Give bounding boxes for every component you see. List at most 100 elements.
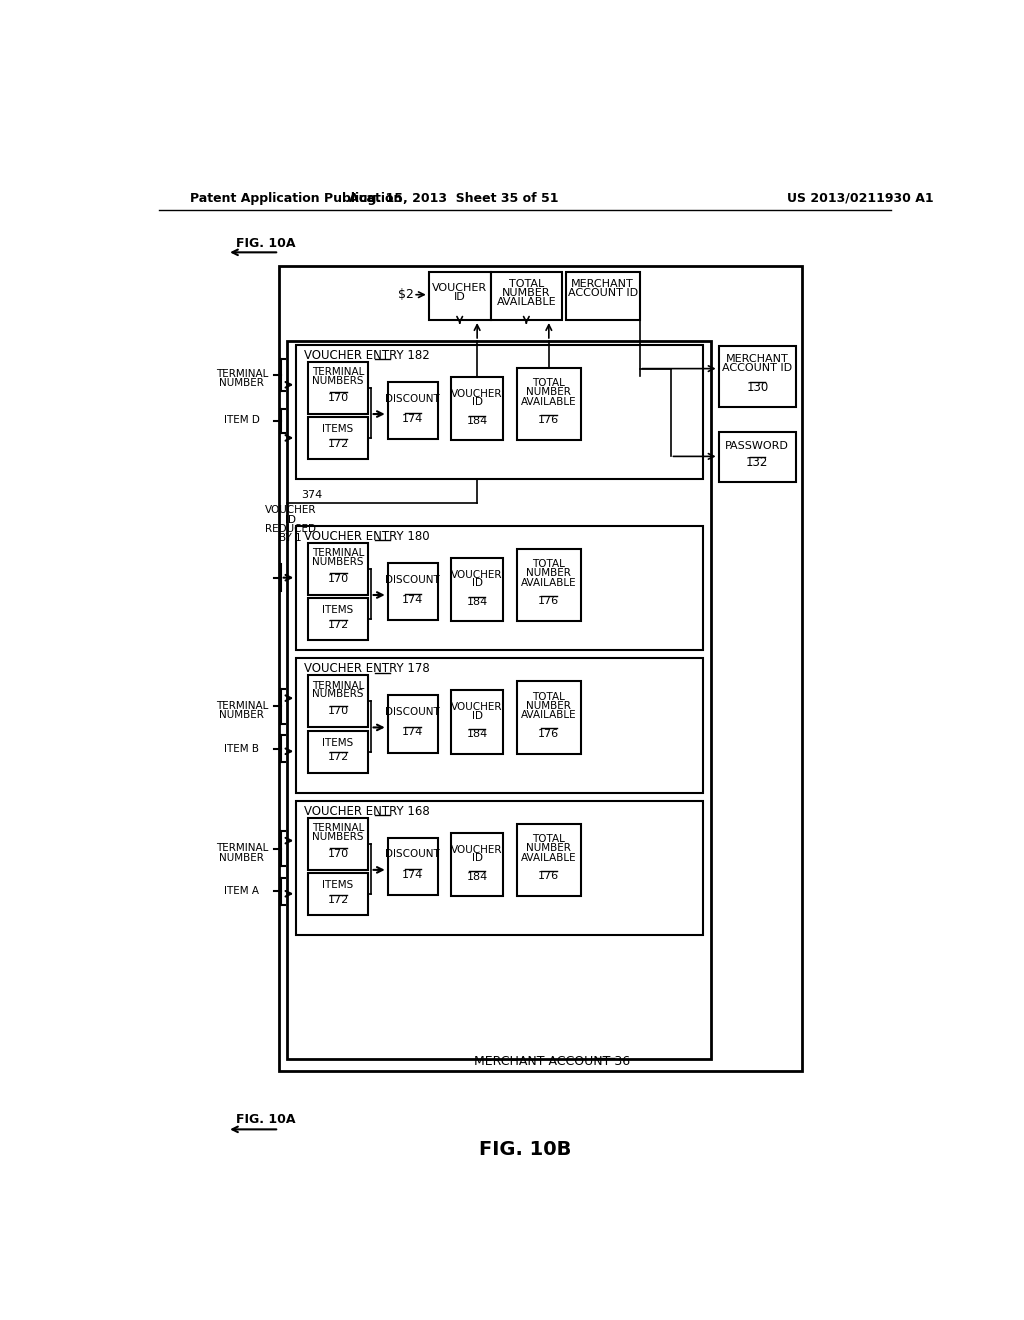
Text: 172: 172 [328,895,348,906]
Text: AVAILABLE: AVAILABLE [521,710,577,721]
Text: ID: ID [454,292,466,302]
Bar [517,681,581,754]
Text: AVAILABLE: AVAILABLE [521,578,577,587]
Text: 174: 174 [402,727,424,737]
Text: FIG. 10B: FIG. 10B [478,1140,571,1159]
Text: VOUCHER: VOUCHER [452,570,503,579]
Text: NUMBER: NUMBER [526,569,571,578]
Bar [490,272,562,321]
Text: ITEMS: ITEMS [323,425,353,434]
Text: VOUCHER: VOUCHER [432,282,487,293]
Text: 172: 172 [328,620,348,630]
Text: VOUCHER: VOUCHER [452,845,503,855]
Text: DISCOUNT: DISCOUNT [385,708,440,717]
Text: AVAILABLE: AVAILABLE [497,297,556,308]
Bar [308,598,369,640]
Text: 176: 176 [539,416,559,425]
Text: 174: 174 [402,413,424,424]
Text: 184: 184 [467,730,487,739]
Text: FIG. 10A: FIG. 10A [237,236,296,249]
Text: NUMBER: NUMBER [502,288,551,298]
Bar [517,824,581,896]
Text: ID: ID [472,711,482,721]
Bar [429,272,490,321]
Text: 184: 184 [467,871,487,882]
Text: TERMINAL: TERMINAL [216,843,268,853]
Text: VOUCHER ENTRY 180: VOUCHER ENTRY 180 [304,529,429,543]
Text: NUMBER: NUMBER [526,388,571,397]
Text: NUMBER: NUMBER [526,843,571,853]
Bar [308,873,369,915]
Bar [296,659,703,793]
Text: 174: 174 [402,594,424,605]
Text: VOUCHER ENTRY 178: VOUCHER ENTRY 178 [304,663,430,676]
Text: AVAILABLE: AVAILABLE [521,853,577,862]
Text: MERCHANT ACCOUNT 36: MERCHANT ACCOUNT 36 [474,1055,631,1068]
Text: ACCOUNT ID: ACCOUNT ID [567,288,638,298]
Bar [308,543,369,595]
Text: 176: 176 [539,871,559,880]
Text: $2: $2 [397,288,414,301]
Bar [388,381,438,440]
Bar [566,272,640,321]
Text: TOTAL: TOTAL [532,692,565,702]
Text: NUMBER: NUMBER [219,710,264,721]
Text: 184: 184 [467,416,487,426]
Bar [452,378,503,441]
Text: VOUCHER: VOUCHER [452,389,503,399]
Bar [452,690,503,754]
Text: MERCHANT: MERCHANT [571,279,634,289]
Text: TERMINAL: TERMINAL [312,367,365,378]
Text: 184: 184 [467,597,487,607]
Text: NUMBERS: NUMBERS [312,557,364,566]
Text: ID: ID [472,397,482,408]
Text: TERMINAL: TERMINAL [312,681,365,690]
Bar [287,341,711,1059]
Text: 170: 170 [328,574,348,583]
Text: ID: ID [472,853,482,863]
Bar [308,675,369,727]
Bar [517,549,581,622]
Text: 374: 374 [302,490,323,500]
Text: TOTAL: TOTAL [532,834,565,843]
Text: ITEM B: ITEM B [224,744,259,754]
Bar [296,345,703,479]
Text: ITEMS: ITEMS [323,606,353,615]
Text: NUMBER: NUMBER [526,701,571,711]
Text: 172: 172 [328,752,348,763]
Text: VOUCHER: VOUCHER [452,702,503,713]
Text: NUMBER: NUMBER [219,853,264,862]
Text: DISCOUNT: DISCOUNT [385,574,440,585]
Text: 172: 172 [328,440,348,449]
Text: NUMBER: NUMBER [219,379,264,388]
Bar [388,562,438,620]
Text: FIG. 10A: FIG. 10A [237,1113,296,1126]
Text: TERMINAL: TERMINAL [312,548,365,558]
Text: 174: 174 [402,870,424,879]
Bar [308,730,369,774]
Text: TERMINAL: TERMINAL [216,370,268,379]
Text: VOUCHER: VOUCHER [265,506,316,515]
Bar [388,838,438,895]
Text: VOUCHER ENTRY 168: VOUCHER ENTRY 168 [304,805,430,818]
Bar [388,696,438,752]
Bar [308,417,369,459]
Text: ITEM A: ITEM A [224,887,259,896]
Text: 176: 176 [539,597,559,606]
Bar [452,558,503,622]
Text: TERMINAL: TERMINAL [312,824,365,833]
Text: TOTAL: TOTAL [532,379,565,388]
Text: DISCOUNT: DISCOUNT [385,393,440,404]
Text: Patent Application Publication: Patent Application Publication [190,191,402,205]
Text: 170: 170 [328,849,348,859]
Text: DISCOUNT: DISCOUNT [385,850,440,859]
Bar [308,817,369,870]
Bar [719,346,796,407]
Text: TOTAL: TOTAL [532,560,565,569]
Text: 130: 130 [746,380,768,393]
Text: 170: 170 [328,393,348,403]
Text: US 2013/0211930 A1: US 2013/0211930 A1 [786,191,933,205]
Bar [280,267,802,1071]
Text: 132: 132 [746,455,768,469]
Text: ITEMS: ITEMS [323,880,353,890]
